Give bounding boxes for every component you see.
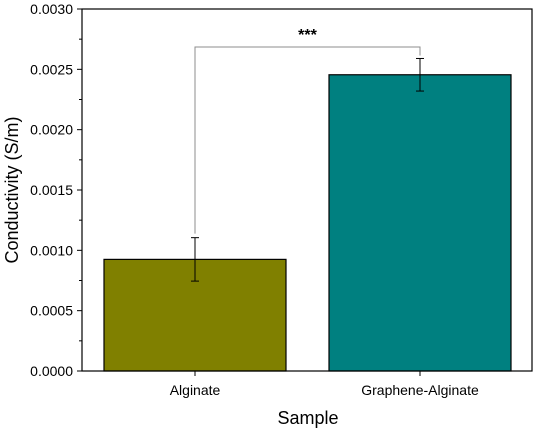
y-tick-label: 0.0000 <box>30 363 73 379</box>
significance-bracket-line <box>194 46 421 234</box>
x-axis-title: Sample <box>277 408 338 428</box>
error-bar-alginate <box>191 237 199 282</box>
y-axis-ticks: 0.0000 0.0005 0.0010 0.0015 0.0020 0.0025 0.00… <box>30 1 82 379</box>
error-bars-group <box>191 57 424 282</box>
y-tick-label: 0.0005 <box>30 303 73 319</box>
y-tick-label: 0.0015 <box>30 182 73 198</box>
x-tick-label: Graphene-Alginate <box>361 382 479 398</box>
bars-group <box>103 74 512 372</box>
y-tick-label: 0.0025 <box>30 61 73 77</box>
x-axis-ticks: Alginate Graphene-Alginate <box>170 371 479 398</box>
y-tick-label: 0.0020 <box>30 122 73 138</box>
x-tick-label: Alginate <box>170 382 221 398</box>
significance-label: *** <box>298 27 317 44</box>
significance-bracket: *** <box>194 27 421 234</box>
y-tick-label: 0.0010 <box>30 242 73 258</box>
error-bar-graphene-alginate <box>416 57 424 92</box>
y-axis-title: Conductivity (S/m) <box>2 116 22 263</box>
y-tick-label: 0.0030 <box>30 1 73 17</box>
bar-graphene-alginate <box>328 74 512 372</box>
